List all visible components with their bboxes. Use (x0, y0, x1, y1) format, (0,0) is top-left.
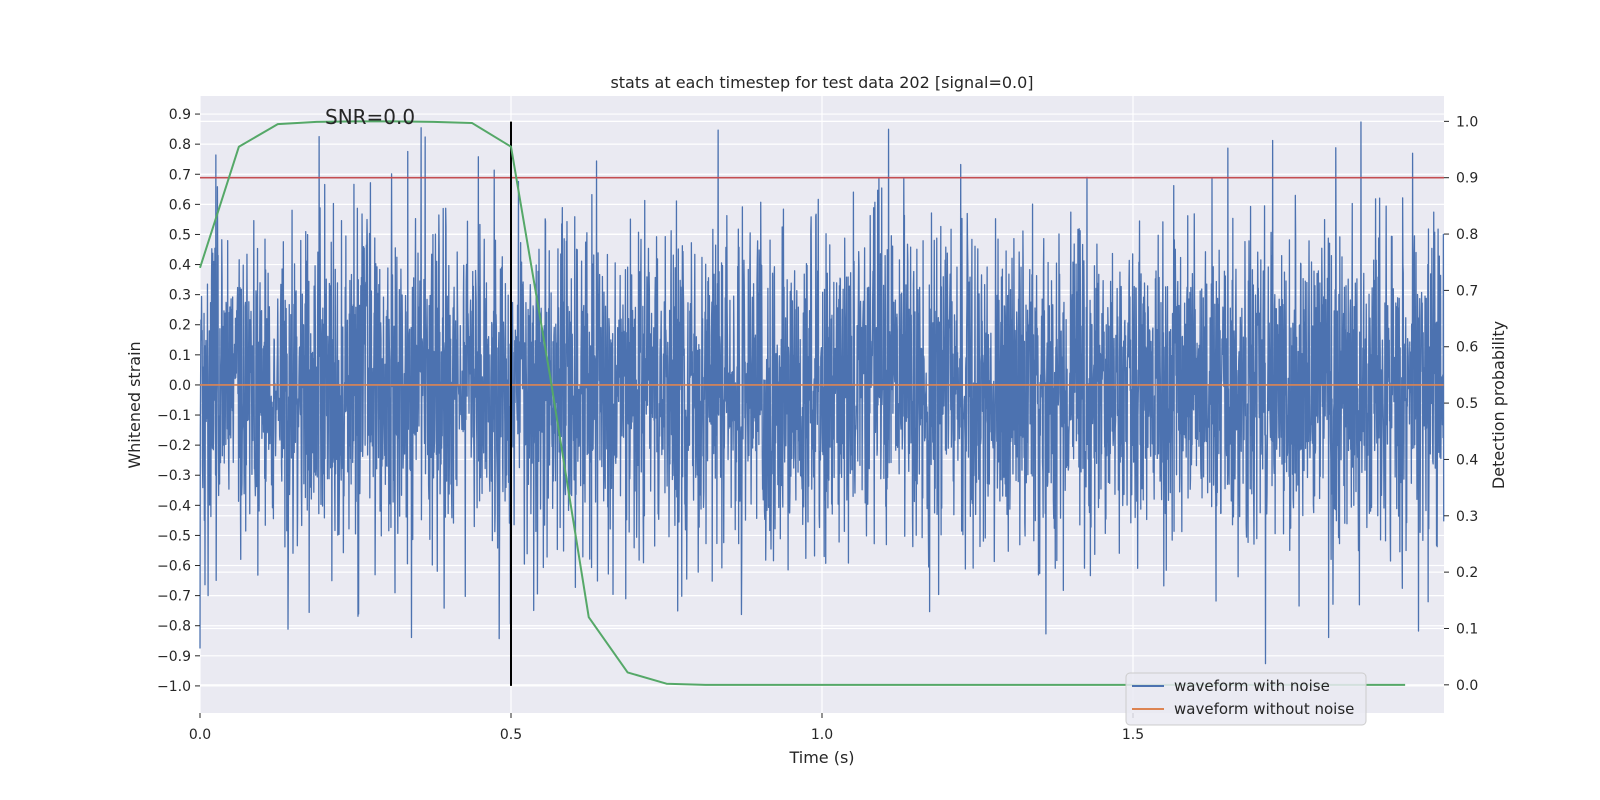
legend: waveform with noise waveform without noi… (1125, 672, 1367, 726)
y-left-tick-label: −0.8 (157, 619, 191, 635)
y-left-tick-label: −0.2 (157, 438, 191, 454)
y-right-tick-label: 0.1 (1456, 621, 1478, 637)
x-tick-label: 1.5 (1122, 727, 1144, 743)
y-left-tick-label: −1.0 (157, 679, 191, 695)
y-right-tick-label: 0.2 (1456, 565, 1478, 581)
waveform-with-noise-line (199, 121, 1445, 665)
chart-title: stats at each timestep for test data 202… (610, 73, 1033, 92)
y-axis-right-label: Detection probability (1489, 321, 1508, 489)
x-tick-label: 1.0 (811, 727, 833, 743)
y-left-tick-label: −0.9 (157, 649, 191, 665)
y-right-tick-label: 0.5 (1456, 396, 1478, 412)
x-tick-label: 0.0 (189, 727, 211, 743)
y-right-tick-label: 0.4 (1456, 452, 1478, 468)
y-left-tick-label: 0.8 (169, 137, 191, 153)
y-left-tick-label: 0.6 (169, 197, 191, 213)
y-left-tick-label: 0.2 (169, 318, 191, 334)
legend-label-noise: waveform with noise (1174, 677, 1330, 695)
legend-label-clean: waveform without noise (1174, 700, 1354, 718)
y-left-tick-label: −0.3 (157, 468, 191, 484)
y-left-tick-label: 0.0 (169, 378, 191, 394)
legend-box (1125, 672, 1367, 726)
y-left-tick-label: −0.5 (157, 528, 191, 544)
y-right-tick-label: 0.6 (1456, 340, 1478, 356)
x-axis-label: Time (s) (788, 748, 854, 767)
y-right-tick-label: 0.0 (1456, 678, 1478, 694)
y-left-tick-label: 0.1 (169, 348, 191, 364)
y-left-tick-label: 0.3 (169, 288, 191, 304)
y-left-tick-label: 0.5 (169, 227, 191, 243)
y-right-tick-label: 0.9 (1456, 171, 1478, 187)
y-right-tick-label: 0.7 (1456, 283, 1478, 299)
y-right-tick-label: 1.0 (1456, 114, 1478, 130)
y-right-tick-label: 0.8 (1456, 227, 1478, 243)
y-left-tick-label: −0.1 (157, 408, 191, 424)
y-left-tick-label: −0.6 (157, 559, 191, 575)
snr-annotation: SNR=0.0 (325, 105, 415, 129)
y-left-tick-label: 0.4 (169, 258, 191, 274)
axes: 0.0 0.5 1.0 1.5 −1.0 −0.9 −0.8 −0.7 −0.6 −0.5 −0.4… (157, 107, 1478, 743)
y-left-tick-label: 0.7 (169, 167, 191, 183)
y-right-tick-label: 0.3 (1456, 509, 1478, 525)
x-tick-label: 0.5 (500, 727, 522, 743)
y-left-tick-label: −0.7 (157, 589, 191, 605)
y-axis-left-label: Whitened strain (125, 341, 144, 468)
y-left-tick-label: −0.4 (157, 498, 191, 514)
y-left-tick-label: 0.9 (169, 107, 191, 123)
